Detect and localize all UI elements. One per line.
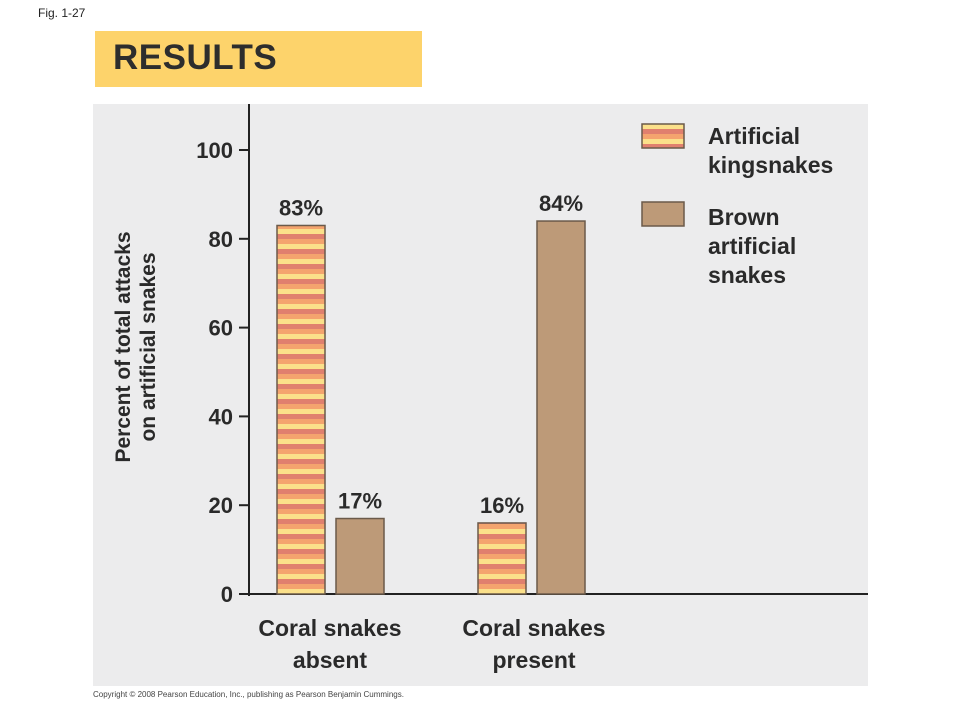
- legend-label-brown-artificial-snakes: Brown artificial snakes: [708, 203, 878, 290]
- bar-value-label: 17%: [338, 489, 382, 514]
- x-category-label: absent: [293, 647, 367, 673]
- y-tick-label: 0: [221, 582, 233, 607]
- bar-value-label: 16%: [480, 493, 524, 518]
- bar-value-label: 83%: [279, 195, 323, 220]
- y-tick-label: 20: [209, 493, 233, 518]
- bar-brown-artificial-snakes-absent: [335, 517, 385, 595]
- legend-label-line: kingsnakes: [708, 152, 834, 178]
- legend-label-artificial-kingsnakes: Artificial kingsnakes: [708, 122, 878, 180]
- x-category-label: Coral snakes: [258, 615, 401, 641]
- bar-brown-artificial-snakes-present: [536, 220, 586, 595]
- bar-chart: 83% 16% 17% 84% 0 20 40 60 80 100 Coral snakes ab…: [196, 104, 868, 673]
- legend-label-line: artificial: [708, 233, 797, 259]
- results-banner: RESULTS: [95, 31, 422, 87]
- legend-label-line: Brown: [708, 204, 780, 230]
- bar-artificial-kingsnakes-absent: [276, 224, 326, 595]
- y-tick-label: 60: [209, 316, 233, 341]
- y-axis-label-line-2: on artificial snakes: [137, 252, 160, 442]
- x-category-label: Coral snakes: [462, 615, 605, 641]
- bar-artificial-kingsnakes-present: [477, 522, 527, 595]
- legend-swatch-brown-artificial-snakes: [641, 201, 685, 227]
- y-tick-label: 100: [196, 138, 233, 163]
- legend-label-line: Artificial: [708, 123, 801, 149]
- y-tick-label: 80: [209, 227, 233, 252]
- results-title: RESULTS: [113, 38, 278, 77]
- figure-label: Fig. 1-27: [38, 6, 86, 20]
- y-axis-label: Percent of total attacks on artificial s…: [111, 177, 161, 517]
- copyright-notice: Copyright © 2008 Pearson Education, Inc.…: [93, 690, 404, 699]
- bar-value-label: 84%: [539, 191, 583, 216]
- x-category-label: present: [492, 647, 575, 673]
- y-tick-label: 40: [209, 404, 233, 429]
- legend-label-line: snakes: [708, 262, 787, 288]
- legend-swatch-artificial-kingsnakes: [641, 123, 685, 149]
- y-axis-label-line-1: Percent of total attacks: [112, 231, 135, 463]
